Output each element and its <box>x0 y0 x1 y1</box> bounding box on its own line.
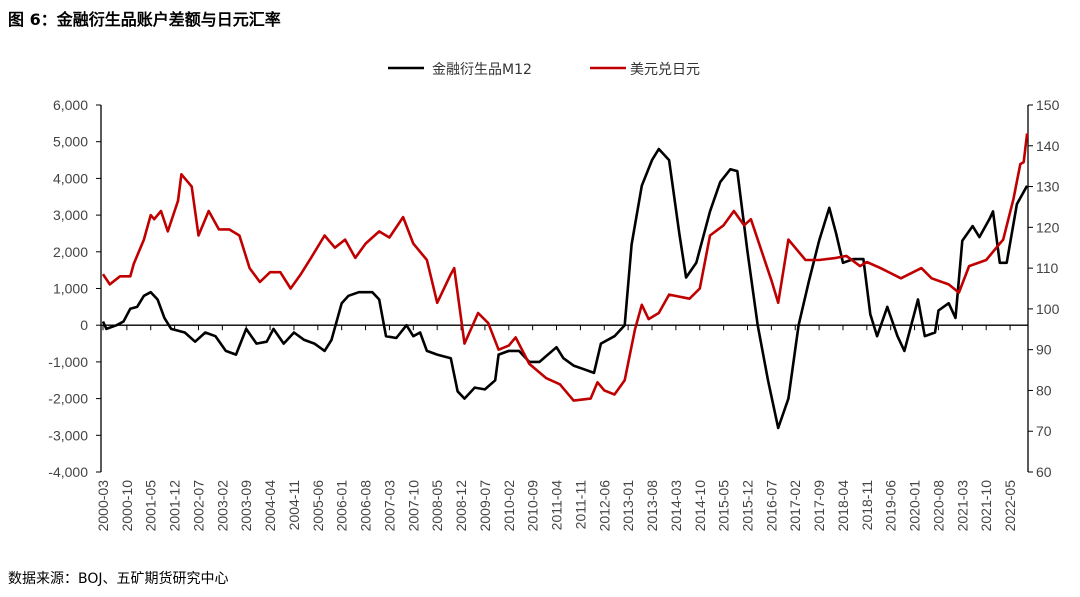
x-axis-tick-label: 2008-05 <box>429 480 445 532</box>
left-axis-tick-label: -1,000 <box>48 354 88 370</box>
right-axis-tick-label: 90 <box>1036 342 1052 358</box>
legend-label: 美元兑日元 <box>630 62 700 78</box>
right-axis-tick-label: 100 <box>1036 301 1060 317</box>
x-axis-tick-label: 2022-05 <box>1002 480 1018 532</box>
x-axis-tick-label: 2012-06 <box>596 480 612 532</box>
left-axis-tick-label: 5,000 <box>53 134 88 150</box>
x-axis-tick-label: 2018-11 <box>859 480 875 531</box>
x-axis-tick-label: 2002-07 <box>190 480 206 532</box>
left-axis-tick-label: -3,000 <box>48 427 88 443</box>
x-axis-tick-label: 2009-07 <box>477 480 493 532</box>
right-axis-tick-label: 70 <box>1036 423 1052 439</box>
x-axis-tick-label: 2008-12 <box>453 480 469 532</box>
left-axis-tick-label: 4,000 <box>53 170 88 186</box>
left-axis-tick-label: -2,000 <box>48 391 88 407</box>
right-axis-tick-label: 130 <box>1036 179 1060 195</box>
x-axis-tick-label: 2006-08 <box>358 480 374 532</box>
left-axis-tick-label: 0 <box>80 317 88 333</box>
x-axis-tick-label: 2016-07 <box>763 480 779 532</box>
x-axis-tick-label: 2003-09 <box>238 480 254 532</box>
left-axis-tick-label: 6,000 <box>53 97 88 113</box>
x-axis-tick-label: 2021-10 <box>978 480 994 532</box>
x-axis-tick-label: 2013-08 <box>644 480 660 532</box>
x-axis-tick-label: 2017-09 <box>811 480 827 532</box>
x-axis-tick-label: 2018-04 <box>835 480 851 532</box>
x-axis-tick-label: 2000-10 <box>119 480 135 532</box>
x-axis-tick-label: 2007-10 <box>405 480 421 532</box>
x-axis-tick-label: 2017-02 <box>787 480 803 532</box>
x-axis-tick-label: 2014-10 <box>692 480 708 532</box>
x-axis-tick-label: 2020-08 <box>930 480 946 532</box>
x-axis-tick-label: 2019-06 <box>883 480 899 532</box>
x-axis-tick-label: 2007-03 <box>381 480 397 532</box>
x-axis-tick-label: 2015-05 <box>716 480 732 532</box>
x-axis-tick-label: 2013-01 <box>620 480 636 532</box>
left-axis-tick-label: -4,000 <box>48 464 88 480</box>
left-axis-tick-label: 2,000 <box>53 244 88 260</box>
x-axis-tick-label: 2011-11 <box>572 480 588 530</box>
x-axis-tick-label: 2001-05 <box>143 480 159 532</box>
x-axis-tick-label: 2005-06 <box>310 480 326 532</box>
series-line-derivatives-m12 <box>101 147 1029 430</box>
x-axis-tick-label: 2020-01 <box>907 480 923 532</box>
left-axis-tick-label: 3,000 <box>53 207 88 223</box>
series-line-usdjpy <box>101 133 1029 402</box>
chart-title: 图 6：金融衍生品账户差额与日元汇率 <box>8 10 281 29</box>
left-axis-tick-label: 1,000 <box>53 281 88 297</box>
x-axis-tick-label: 2000-03 <box>95 480 111 532</box>
right-axis-tick-label: 140 <box>1036 138 1060 154</box>
right-axis-tick-label: 110 <box>1036 260 1059 276</box>
x-axis-tick-label: 2015-12 <box>739 480 755 532</box>
x-axis-tick-label: 2004-11 <box>286 480 302 531</box>
right-axis-tick-label: 120 <box>1036 219 1060 235</box>
x-axis-tick-label: 2006-01 <box>334 480 350 532</box>
x-axis-tick-label: 2001-12 <box>167 480 183 532</box>
source-note: 数据来源：BOJ、五矿期货研究中心 <box>8 571 229 587</box>
x-axis-tick-label: 2014-03 <box>668 480 684 532</box>
x-axis-tick-label: 2003-02 <box>214 480 230 532</box>
right-axis-tick-label: 150 <box>1036 97 1060 113</box>
x-axis-tick-label: 2004-04 <box>262 480 278 532</box>
x-axis-tick-label: 2010-09 <box>525 480 541 532</box>
x-axis-tick-label: 2010-02 <box>501 480 517 532</box>
right-axis-tick-label: 60 <box>1036 464 1052 480</box>
x-axis-tick-label: 2011-04 <box>549 480 565 531</box>
right-axis-tick-label: 80 <box>1036 382 1052 398</box>
x-axis-tick-label: 2021-03 <box>954 480 970 532</box>
legend-label: 金融衍生品M12 <box>432 62 532 78</box>
